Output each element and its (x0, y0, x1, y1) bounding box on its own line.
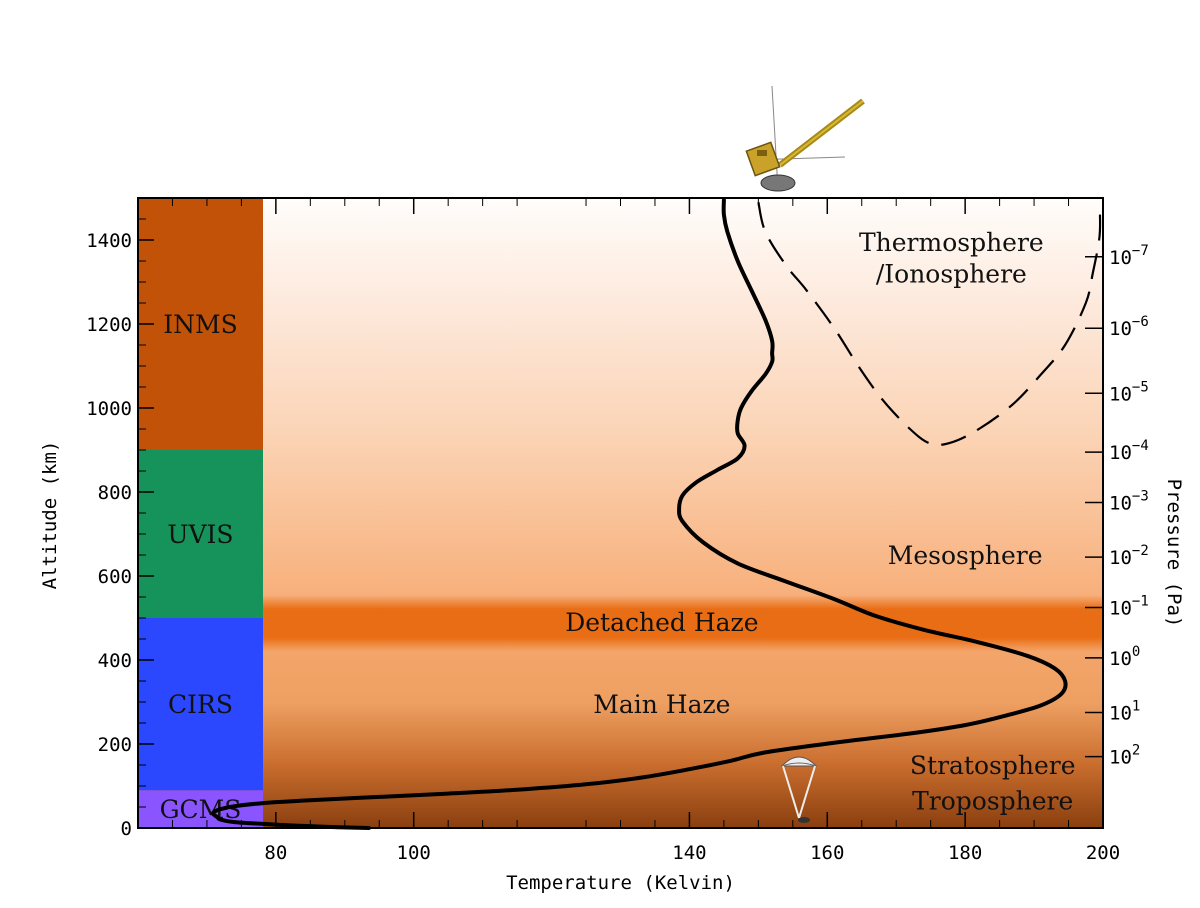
y-tick-label: 800 (98, 482, 132, 504)
pressure-tick-exponent: 2 (1132, 743, 1140, 759)
y-tick-label: 200 (98, 734, 132, 756)
pressure-tick-base: 10 (1109, 703, 1132, 725)
pressure-tick-label: 101 (1109, 699, 1140, 725)
pressure-tick-base: 10 (1109, 247, 1132, 269)
pressure-tick-label: 10−2 (1109, 543, 1149, 569)
spacecraft-icon (745, 85, 865, 192)
region-label-ionosphere: /Ionosphere (876, 260, 1027, 289)
pressure-tick-exponent: 1 (1132, 699, 1140, 715)
x-axis-title: Temperature (Kelvin) (506, 872, 735, 894)
region-labels: Thermosphere/Ionosphere Mesosphere Detache… (565, 228, 1075, 816)
pressure-tick-label: 10−5 (1109, 379, 1149, 405)
y-tick-label: 1200 (86, 314, 132, 336)
detached-haze-band (138, 594, 1103, 652)
x-tick-label: 100 (397, 842, 431, 864)
pressure-tick-base: 10 (1109, 547, 1132, 569)
plot-background (138, 198, 1103, 828)
y-tick-label: 0 (121, 818, 132, 840)
pressure-axis-title: Pressure (Pa) (1163, 479, 1185, 628)
pressure-tick-label: 10−3 (1109, 489, 1149, 515)
pressure-tick-base: 10 (1109, 318, 1132, 340)
instrument-bar-cirs (138, 618, 263, 791)
x-tick-label: 160 (810, 842, 844, 864)
pressure-tick-exponent: −1 (1132, 594, 1149, 610)
pressure-tick-label: 10−6 (1109, 314, 1149, 340)
instrument-bar-inms (138, 198, 263, 450)
pressure-tick-base: 10 (1109, 442, 1132, 464)
y-tick-label: 1000 (86, 398, 132, 420)
region-label-detachedhaze: Detached Haze (565, 608, 758, 637)
pressure-tick-label: 10−1 (1109, 594, 1149, 620)
pressure-tick-exponent: −6 (1132, 314, 1149, 330)
region-label-troposphere: Troposphere (912, 787, 1073, 816)
pressure-tick-label: 10−4 (1109, 438, 1149, 464)
temperature-profiles (211, 198, 1102, 830)
instrument-label-inms: INMS (163, 310, 237, 339)
y-tick-label: 600 (98, 566, 132, 588)
x-tick-label: 180 (948, 842, 982, 864)
pressure-tick-exponent: −3 (1132, 489, 1149, 505)
pressure-tick-label: 10−7 (1109, 243, 1149, 269)
instrument-label-uvis: UVIS (167, 520, 233, 549)
region-label-stratosphere: Stratosphere (910, 751, 1076, 780)
probe-parachute-icon (780, 756, 818, 823)
pressure-tick-exponent: 0 (1132, 644, 1140, 660)
dashed-temperature-profile (757, 201, 1102, 447)
solid-temperature-profile (211, 198, 1068, 830)
x-tick-label: 80 (264, 842, 287, 864)
pressure-tick-base: 10 (1109, 383, 1132, 405)
pressure-tick-exponent: −7 (1132, 243, 1149, 259)
region-label-mesosphere: Mesosphere (888, 541, 1043, 570)
instrument-label-cirs: CIRS (168, 690, 233, 719)
y-tick-label: 400 (98, 650, 132, 672)
pressure-tick-label: 102 (1109, 743, 1140, 769)
pressure-tick-base: 10 (1109, 747, 1132, 769)
instrument-bar-uvis (138, 450, 263, 618)
y-axis-title: Altitude (km) (39, 441, 61, 590)
pressure-tick-base: 10 (1109, 493, 1132, 515)
pressure-tick-exponent: −5 (1132, 379, 1149, 395)
y-tick-label: 1400 (86, 230, 132, 252)
pressure-tick-exponent: −2 (1132, 543, 1149, 559)
pressure-tick-base: 10 (1109, 648, 1132, 670)
atmosphere-gradient (138, 198, 1103, 828)
axes: 80 100 140 160 180 20002004006008001000120014… (39, 197, 1185, 894)
pressure-tick-base: 10 (1109, 598, 1132, 620)
pressure-tick-label: 100 (1109, 644, 1140, 670)
region-label-thermosphere: Thermosphere (859, 228, 1044, 257)
x-tick-label: 140 (672, 842, 706, 864)
region-label-mainhaze: Main Haze (593, 690, 730, 719)
pressure-tick-exponent: −4 (1132, 438, 1149, 454)
x-tick-label: 200 (1086, 842, 1120, 864)
